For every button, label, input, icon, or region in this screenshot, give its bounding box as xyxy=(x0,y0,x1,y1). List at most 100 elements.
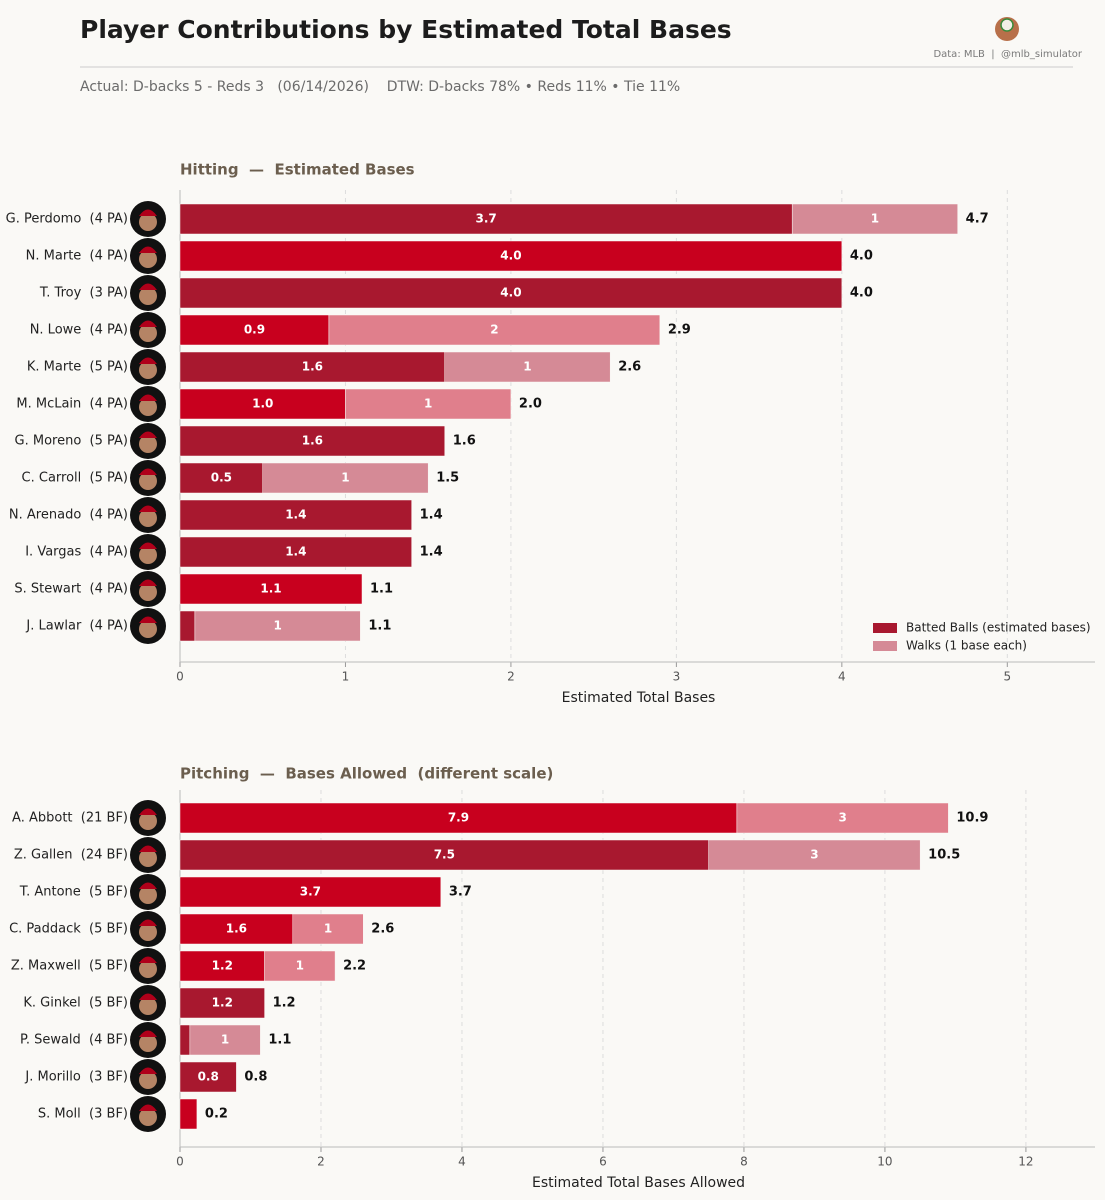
y-tick-label: Z. Gallen (24 BF) xyxy=(14,848,128,863)
bar-value-label: 7.5 xyxy=(434,848,455,862)
bar-value-label: 0.5 xyxy=(211,471,232,485)
total-label: 10.9 xyxy=(956,811,988,826)
total-label: 1.2 xyxy=(273,996,296,1011)
total-label: 4.0 xyxy=(850,249,873,264)
bar-segment xyxy=(345,388,512,420)
headshot-face xyxy=(139,398,157,416)
bar-segment xyxy=(708,839,921,871)
headshot-cap xyxy=(139,505,157,512)
bar-value-label: 1 xyxy=(221,1033,229,1047)
player-headshot xyxy=(130,275,166,311)
player-headshot xyxy=(130,1059,166,1095)
y-tick-label: J. Lawlar (4 PA) xyxy=(25,619,128,634)
bar-segment xyxy=(179,314,330,346)
headshot-cap xyxy=(139,209,157,216)
headshot-cap xyxy=(139,1067,157,1074)
headshot-cap xyxy=(139,468,157,475)
bar-segment xyxy=(179,499,412,531)
chart-title: Pitching — Bases Allowed (different scal… xyxy=(180,765,553,783)
bar-segment xyxy=(179,203,793,235)
player-headshot xyxy=(130,874,166,910)
headshot-face xyxy=(139,1071,157,1089)
headshot-face xyxy=(139,583,157,601)
total-label: 4.0 xyxy=(850,286,873,301)
y-tick-label: A. Abbott (21 BF) xyxy=(12,811,128,826)
bar-segment xyxy=(179,240,843,272)
headshot-face xyxy=(139,546,157,564)
bar-value-label: 1.0 xyxy=(252,397,273,411)
x-tick-label: 0 xyxy=(176,1155,184,1169)
bar-value-label: 3 xyxy=(838,811,846,825)
headshot-face xyxy=(139,1034,157,1052)
total-label: 2.6 xyxy=(371,922,394,937)
x-axis-label: Estimated Total Bases Allowed xyxy=(532,1175,745,1191)
headshot-cap xyxy=(139,808,157,815)
player-headshot xyxy=(130,386,166,422)
bar-segment xyxy=(179,950,265,982)
total-label: 1.5 xyxy=(436,471,459,486)
bar-value-label: 1.6 xyxy=(302,434,323,448)
headshot-face xyxy=(139,620,157,638)
y-tick-label: J. Morillo (3 BF) xyxy=(24,1070,128,1085)
headshot-cap xyxy=(139,394,157,401)
bar-value-label: 3.7 xyxy=(300,885,321,899)
headshot-cap xyxy=(139,956,157,963)
total-label: 4.7 xyxy=(966,212,989,227)
player-headshot xyxy=(130,349,166,385)
headshot-cap xyxy=(139,882,157,889)
page-title: Player Contributions by Estimated Total … xyxy=(80,15,732,44)
bar-value-label: 1 xyxy=(871,212,879,226)
total-label: 1.4 xyxy=(420,508,443,523)
bar-segment xyxy=(179,425,445,457)
y-tick-label: M. McLain (4 PA) xyxy=(16,397,128,412)
y-tick-label: P. Sewald (4 BF) xyxy=(20,1033,128,1048)
bar-value-label: 0.8 xyxy=(198,1070,219,1084)
headshot-face xyxy=(139,923,157,941)
headshot-face xyxy=(139,997,157,1015)
headshot-face xyxy=(139,960,157,978)
bar-segment xyxy=(179,388,346,420)
total-label: 1.4 xyxy=(420,545,443,560)
bar-value-label: 3 xyxy=(810,848,818,862)
total-label: 1.1 xyxy=(268,1033,291,1048)
player-headshot xyxy=(130,460,166,496)
bar-segment xyxy=(262,462,429,494)
headshot-cap xyxy=(139,579,157,586)
total-label: 1.6 xyxy=(453,434,476,449)
bar-segment xyxy=(179,876,442,908)
total-label: 0.8 xyxy=(244,1070,267,1085)
bar-segment xyxy=(179,277,843,309)
headshot-face xyxy=(139,361,157,379)
bar-value-label: 1.1 xyxy=(260,582,281,596)
subtitle: Actual: D-backs 5 - Reds 3 (06/14/2026) … xyxy=(80,79,680,95)
data-source: Data: MLB | @mlb_simulator xyxy=(933,49,1082,60)
x-tick-label: 1 xyxy=(342,670,350,684)
headshot-face xyxy=(139,435,157,453)
bar-value-label: 1 xyxy=(341,471,349,485)
headshot-cap xyxy=(139,246,157,253)
total-label: 2.9 xyxy=(668,323,691,338)
player-headshot xyxy=(130,1022,166,1058)
x-tick-label: 6 xyxy=(599,1155,607,1169)
bar-segment xyxy=(179,802,738,834)
x-tick-label: 4 xyxy=(838,670,846,684)
bar-value-label: 0.9 xyxy=(244,323,265,337)
headshot-cap xyxy=(139,993,157,1000)
y-tick-label: G. Moreno (5 PA) xyxy=(15,434,128,449)
x-tick-label: 3 xyxy=(673,670,681,684)
y-tick-label: K. Ginkel (5 BF) xyxy=(23,996,128,1011)
bar-value-label: 1 xyxy=(424,397,432,411)
bar-segment xyxy=(179,1061,237,1093)
headshot-cap xyxy=(139,919,157,926)
player-headshot xyxy=(130,534,166,570)
headshot-cap xyxy=(139,357,157,364)
y-tick-label: T. Antone (5 BF) xyxy=(19,885,128,900)
legend-label: Batted Balls (estimated bases) xyxy=(906,621,1091,635)
bar-segment xyxy=(189,1024,261,1056)
x-axis-label: Estimated Total Bases xyxy=(562,690,716,706)
headshot-face xyxy=(139,886,157,904)
x-tick-label: 4 xyxy=(458,1155,466,1169)
x-tick-label: 2 xyxy=(507,670,515,684)
bar-segment xyxy=(179,1024,191,1056)
